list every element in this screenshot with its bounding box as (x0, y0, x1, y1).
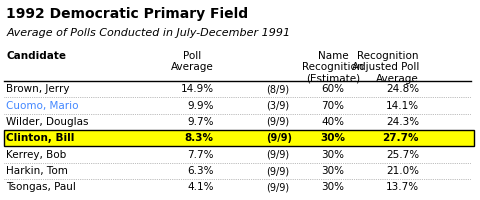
Text: 14.1%: 14.1% (386, 101, 419, 111)
Text: (9/9): (9/9) (266, 166, 289, 176)
Text: 30%: 30% (322, 166, 345, 176)
Text: 21.0%: 21.0% (386, 166, 419, 176)
Text: 27.7%: 27.7% (383, 133, 419, 143)
Text: 9.7%: 9.7% (187, 117, 214, 127)
Text: Recognition
Adjusted Poll
Average: Recognition Adjusted Poll Average (351, 51, 419, 84)
Text: 25.7%: 25.7% (386, 150, 419, 160)
Text: 4.1%: 4.1% (187, 182, 214, 192)
FancyBboxPatch shape (4, 130, 474, 146)
Text: 24.3%: 24.3% (386, 117, 419, 127)
Text: 8.3%: 8.3% (185, 133, 214, 143)
Text: (8/9): (8/9) (266, 84, 289, 94)
Text: 30%: 30% (322, 182, 345, 192)
Text: 70%: 70% (322, 101, 345, 111)
Text: Harkin, Tom: Harkin, Tom (6, 166, 68, 176)
Text: 24.8%: 24.8% (386, 84, 419, 94)
Text: Candidate: Candidate (6, 51, 66, 61)
Text: Brown, Jerry: Brown, Jerry (6, 84, 70, 94)
Text: Cuomo, Mario: Cuomo, Mario (6, 101, 79, 111)
Text: (9/9): (9/9) (266, 133, 292, 143)
Text: Name
Recognition
(Estimate): Name Recognition (Estimate) (302, 51, 364, 84)
Text: 6.3%: 6.3% (187, 166, 214, 176)
Text: Poll
Average: Poll Average (171, 51, 214, 72)
Text: 40%: 40% (322, 117, 345, 127)
Text: Wilder, Douglas: Wilder, Douglas (6, 117, 89, 127)
Text: 9.9%: 9.9% (187, 101, 214, 111)
Text: 7.7%: 7.7% (187, 150, 214, 160)
Text: (9/9): (9/9) (266, 182, 289, 192)
Text: Average of Polls Conducted in July-December 1991: Average of Polls Conducted in July-Decem… (6, 28, 290, 38)
Text: 30%: 30% (321, 133, 346, 143)
Text: (9/9): (9/9) (266, 150, 289, 160)
Text: 1992 Democratic Primary Field: 1992 Democratic Primary Field (6, 7, 248, 21)
Text: Tsongas, Paul: Tsongas, Paul (6, 182, 76, 192)
Text: (9/9): (9/9) (266, 117, 289, 127)
Text: 60%: 60% (322, 84, 345, 94)
Text: Clinton, Bill: Clinton, Bill (6, 133, 74, 143)
Text: 14.9%: 14.9% (180, 84, 214, 94)
Text: 13.7%: 13.7% (386, 182, 419, 192)
Text: 30%: 30% (322, 150, 345, 160)
Text: (3/9): (3/9) (266, 101, 289, 111)
Text: Kerrey, Bob: Kerrey, Bob (6, 150, 66, 160)
